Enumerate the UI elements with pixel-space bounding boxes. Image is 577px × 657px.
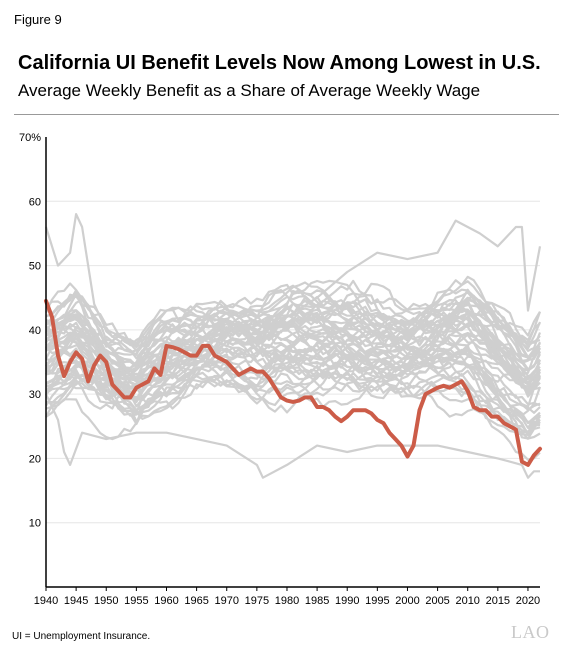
state-line-48 [45, 319, 541, 408]
footnote: UI = Unemployment Insurance. [12, 631, 151, 642]
x-tick-2015: 2015 [486, 595, 510, 607]
x-tick-1980: 1980 [275, 595, 299, 607]
california-line-group [44, 298, 542, 467]
x-tick-1975: 1975 [245, 595, 269, 607]
x-tick-1945: 1945 [64, 595, 88, 607]
x-tick-1990: 1990 [335, 595, 359, 607]
state-line-29 [45, 283, 542, 346]
state-line-41 [45, 334, 541, 407]
chart-subtitle: Average Weekly Benefit as a Share of Ave… [18, 81, 481, 100]
y-tick-20: 20 [29, 453, 41, 465]
state-line-extreme-2 [45, 393, 540, 479]
x-tick-1955: 1955 [124, 595, 148, 607]
state-line-extreme-1 [44, 213, 542, 344]
state-line-47 [45, 311, 541, 398]
x-tick-1940: 1940 [34, 595, 58, 607]
state-line-30 [45, 284, 542, 375]
other-states-lines [44, 213, 542, 479]
x-tick-1960: 1960 [154, 595, 178, 607]
x-tick-1950: 1950 [94, 595, 118, 607]
x-tick-2010: 2010 [455, 595, 479, 607]
lao-logo: LAO [511, 622, 550, 642]
state-line-42 [45, 341, 541, 414]
state-line-43 [45, 343, 541, 440]
title-divider [14, 114, 559, 115]
x-tick-1965: 1965 [184, 595, 208, 607]
y-tick-30: 30 [29, 389, 41, 401]
line-chart: 10 20 30 40 50 60 70% 1940 1945 1950 1955 1960 1965… [19, 132, 542, 607]
x-tick-1985: 1985 [305, 595, 329, 607]
x-tick-2000: 2000 [395, 595, 419, 607]
state-line-37 [45, 318, 541, 398]
x-tick-2020: 2020 [516, 595, 540, 607]
y-tick-10: 10 [29, 518, 41, 530]
state-line-5 [45, 359, 541, 441]
y-tick-70: 70% [19, 132, 41, 144]
state-line-32 [45, 280, 541, 360]
california-line [44, 298, 542, 467]
state-line-50 [45, 296, 541, 369]
figure-label: Figure 9 [14, 12, 62, 27]
x-tick-2005: 2005 [425, 595, 449, 607]
x-tick-1970: 1970 [214, 595, 238, 607]
y-tick-50: 50 [29, 261, 41, 273]
state-line-49 [45, 288, 542, 376]
axes [45, 137, 540, 588]
y-tick-40: 40 [29, 325, 41, 337]
y-tick-60: 60 [29, 196, 41, 208]
x-tick-labels: 1940 1945 1950 1955 1960 1965 1970 1975 1980 1985… [34, 587, 540, 607]
chart-title: California UI Benefit Levels Now Among L… [18, 52, 541, 74]
y-tick-labels: 10 20 30 40 50 60 70% [19, 132, 41, 530]
x-tick-1995: 1995 [365, 595, 389, 607]
